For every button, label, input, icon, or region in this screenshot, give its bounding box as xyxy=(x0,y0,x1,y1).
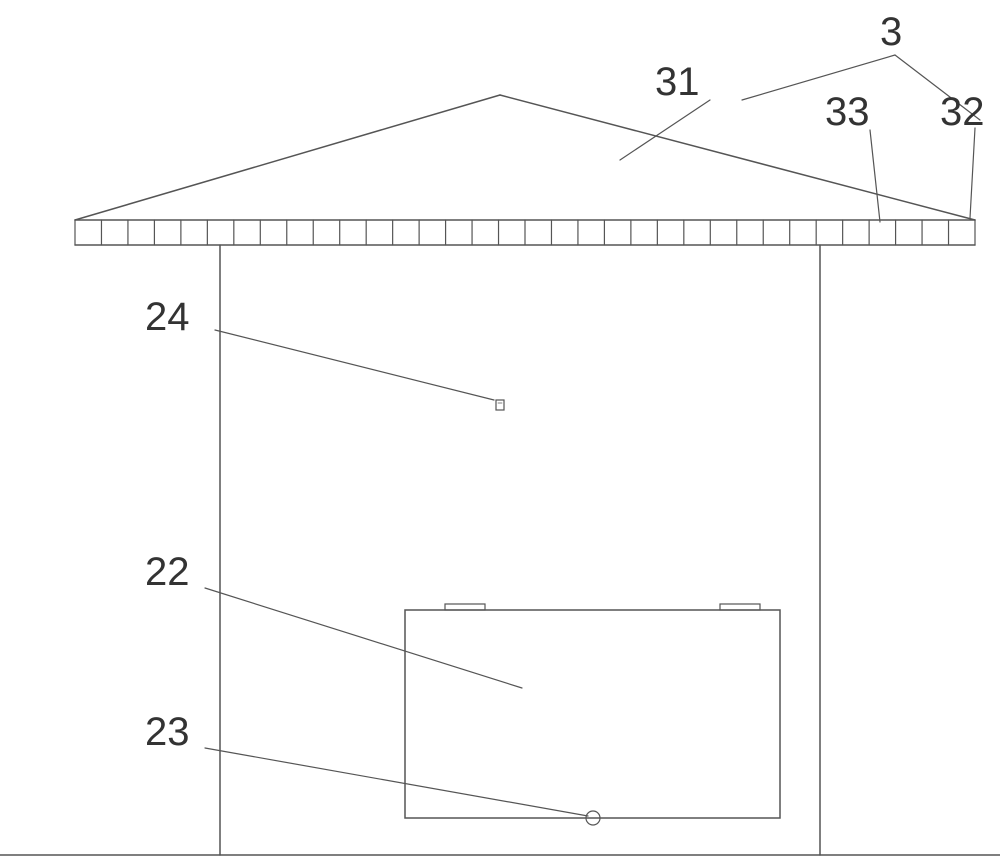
label-23: 23 xyxy=(145,710,190,754)
label-3: 3 xyxy=(880,10,902,54)
label-24: 24 xyxy=(145,295,190,339)
camera-marker xyxy=(496,400,504,410)
label-31: 31 xyxy=(655,60,700,104)
inner-box xyxy=(405,610,780,818)
label-22: 22 xyxy=(145,550,190,594)
label-33: 33 xyxy=(825,90,870,134)
label-32: 32 xyxy=(940,90,985,134)
diagram-canvas: 3 31 32 33 24 22 23 xyxy=(0,0,1000,861)
